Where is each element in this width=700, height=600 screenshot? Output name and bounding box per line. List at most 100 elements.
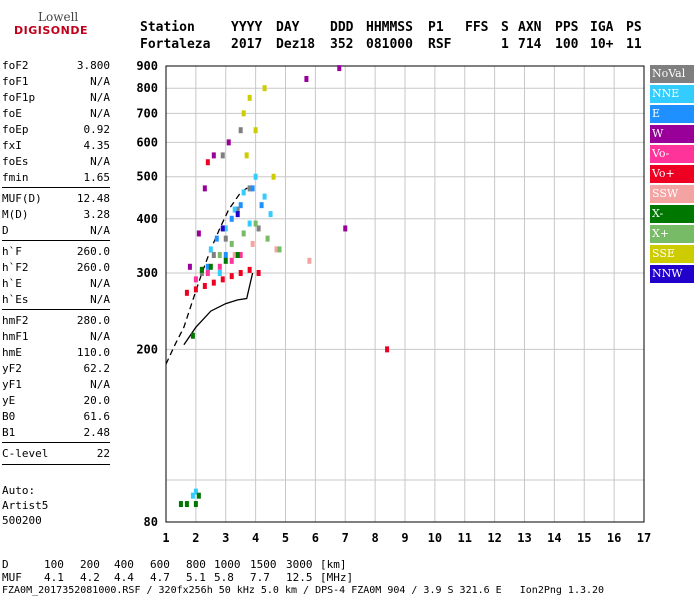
param-label: B0 [2,410,16,423]
param-label: MUF(D) [2,192,42,205]
echo-point [385,346,390,353]
echo-point [265,235,270,242]
echo-point [193,501,198,508]
param-value: 110.0 [76,346,110,359]
x-tick-label: 7 [342,531,349,545]
param-separator [2,240,110,242]
echo-point [238,202,243,209]
echo-point [229,273,234,280]
param-value: 260.0 [76,261,110,274]
echo-point [196,492,201,499]
y-tick-label: 500 [136,170,158,184]
echo-point [247,94,252,101]
hdr-value-station: Fortaleza [140,37,211,52]
param-row: h`E N/A [2,276,110,292]
echo-point [229,240,234,247]
param-row: yE 20.0 [2,393,110,409]
hdr-value-p1: RSF [428,37,452,52]
legend-item: W [650,125,694,143]
legend-item: Vo+ [650,165,694,183]
param-label: C-level [2,447,49,460]
param-row: h`Es N/A [2,292,110,308]
param-row: fmin 1.65 [2,170,110,186]
param-row: fxI 4.35 [2,138,110,154]
echo-point [220,276,225,283]
echo-point [232,252,237,259]
echo-point [217,269,222,276]
param-value: 12.48 [76,192,110,205]
footer-row-value: 100 [44,558,64,571]
y-tick-label: 300 [136,266,158,280]
echo-point [268,211,273,218]
hdr-value-s: 1 [501,37,509,52]
param-separator [2,187,110,189]
x-tick-label: 16 [607,531,621,545]
footer-row-value: 4.4 [114,571,134,584]
echo-point [256,225,261,232]
echo-point [223,252,228,259]
echo-point [211,152,216,159]
echo-point [223,257,228,264]
param-row: yF2 62.2 [2,361,110,377]
x-tick-label: 8 [372,531,379,545]
echo-point [277,246,282,253]
echo-point [214,235,219,242]
echo-point [232,206,237,213]
param-label: D [2,224,9,237]
y-tick-label: 80 [144,515,158,529]
echo-point [187,263,192,270]
x-tick-label: 12 [487,531,501,545]
param-label: foEs [2,155,29,168]
footer-row-label: D [2,558,9,571]
echo-point [193,276,198,283]
legend-item: X- [650,205,694,223]
hdr-label-yyyy: YYYY [231,20,263,35]
hdr-value-yyyy: 2017 [231,37,263,52]
x-tick-label: 4 [252,531,259,545]
polarization-legend: NoVal NNE E W Vo- Vo+ SSW X- X+ SSE NNW [650,65,694,285]
echo-point [235,252,240,259]
echo-point [211,252,216,259]
echo-point [235,211,240,218]
param-value: 62.2 [83,362,111,375]
echo-point [190,492,195,499]
echo-point [199,269,204,276]
echo-point [271,173,276,180]
echo-point [220,225,225,232]
param-value: N/A [90,155,110,168]
param-value: 3.28 [83,208,111,221]
param-row: hmF2 280.0 [2,313,110,329]
echo-point [253,220,258,227]
x-tick-label: 3 [222,531,229,545]
param-value: N/A [90,224,110,237]
footer-row-value: 1500 [250,558,277,571]
echo-point [262,85,267,92]
param-value: 3.800 [76,59,110,72]
echo-point [184,501,189,508]
param-row: C-level 22 [2,446,110,462]
footer-row-value: 5.8 [214,571,234,584]
legend-item: NNE [650,85,694,103]
param-label: h`F2 [2,261,29,274]
hdr-value-day: Dez18 [276,37,316,52]
echo-point [247,185,252,192]
param-label: foF1p [2,91,36,104]
param-label: hmF1 [2,330,29,343]
echo-point [190,332,195,339]
legend-item: E [650,105,694,123]
legend-item: NoVal [650,65,694,83]
echo-point [250,240,255,247]
hdr-label-ddd: DDD [330,20,354,35]
param-separator [2,464,110,466]
footer-row-value: 800 [186,558,206,571]
hdr-label-ffs: FFS [465,20,489,35]
y-tick-label: 800 [136,81,158,95]
echo-point [343,225,348,232]
y-tick-label: 600 [136,135,158,149]
param-value: 260.0 [76,245,110,258]
footer-row-value: 600 [150,558,170,571]
param-label: fmin [2,171,29,184]
plot-frame [165,65,645,523]
echo-point [205,263,210,270]
